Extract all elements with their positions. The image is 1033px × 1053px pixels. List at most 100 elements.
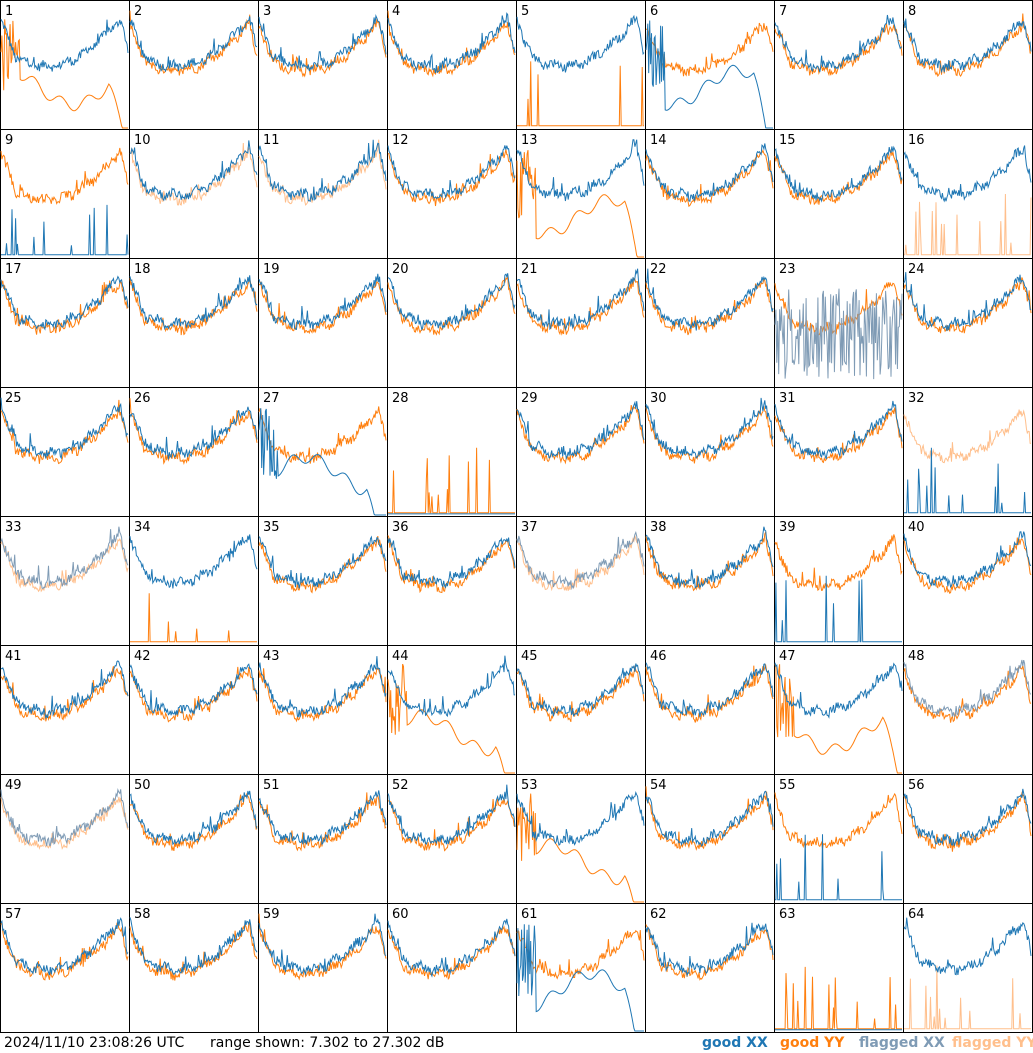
legend-flagged-yy: flagged YY <box>952 1035 1033 1051</box>
series-yy-line <box>258 913 387 981</box>
series-xx-line <box>0 18 129 72</box>
series-xx-line <box>774 575 902 643</box>
series-yy-line <box>387 663 515 774</box>
panel-label: 1 <box>5 4 13 19</box>
panel-frame <box>129 774 259 904</box>
panel-label: 58 <box>134 907 151 922</box>
series-xx-line <box>903 272 1032 332</box>
series-xx-line <box>387 273 516 332</box>
panel-frame <box>774 129 904 259</box>
tile-panel: 9 <box>0 129 130 259</box>
tile-panel: 47 <box>774 645 904 775</box>
tile-panel: 35 <box>258 516 388 646</box>
panel-label: 25 <box>5 391 22 406</box>
panel-label: 28 <box>392 391 409 406</box>
series-xx-line <box>774 662 903 719</box>
series-xx-line <box>387 655 516 718</box>
series-yy-line <box>258 406 387 464</box>
tile-panel: 39 <box>774 516 904 646</box>
series-xx-line <box>903 788 1032 846</box>
series-xx-line <box>258 408 386 516</box>
tile-panel: 11 <box>258 129 388 259</box>
series-xx-line <box>645 662 774 717</box>
series-xx-line <box>0 917 129 976</box>
panel-label: 52 <box>392 778 409 793</box>
series-yy-line <box>129 921 258 981</box>
series-yy-line <box>516 149 644 258</box>
panel-label: 49 <box>5 778 22 793</box>
series-xx-line <box>387 145 516 200</box>
tile-panel: 33 <box>0 516 130 646</box>
tile-panel: 48 <box>903 645 1033 775</box>
panel-label: 46 <box>650 649 667 664</box>
series-xx-line <box>258 13 387 72</box>
series-xx-line <box>1 204 129 256</box>
panel-label: 18 <box>134 262 151 277</box>
tile-panel: 18 <box>129 258 259 388</box>
panel-label: 44 <box>392 649 409 664</box>
tile-panel: 25 <box>0 387 130 517</box>
panel-label: 62 <box>650 907 667 922</box>
series-yy-line <box>129 398 258 466</box>
tile-panel: 27 <box>258 387 388 517</box>
panel-label: 36 <box>392 520 409 535</box>
series-xx-line <box>903 18 1032 74</box>
panel-label: 2 <box>134 4 142 19</box>
series-xx-line <box>258 913 387 976</box>
tile-panel: 29 <box>516 387 646 517</box>
panel-label: 53 <box>521 778 538 793</box>
series-xx-line <box>645 526 774 589</box>
tile-panel: 64 <box>903 903 1033 1033</box>
series-yy-line <box>774 534 903 592</box>
series-xx-line <box>258 273 387 331</box>
panel-label: 64 <box>908 907 925 922</box>
tile-panel: 28 <box>387 387 517 517</box>
tile-panel: 12 <box>387 129 517 259</box>
series-yy-line <box>516 277 645 336</box>
tile-panel: 22 <box>645 258 775 388</box>
panel-frame <box>387 387 517 517</box>
legend-flagged-xx: flagged XX <box>859 1035 945 1051</box>
panel-label: 29 <box>521 391 538 406</box>
panel-label: 14 <box>650 133 667 148</box>
series-yy-line <box>258 792 387 852</box>
panel-label: 41 <box>5 649 22 664</box>
panel-frame <box>645 387 775 517</box>
series-xx-line <box>129 406 258 460</box>
series-xx-line <box>129 534 258 589</box>
series-yy-line <box>516 535 645 592</box>
panel-label: 6 <box>650 4 658 19</box>
tile-panel: 15 <box>774 129 904 259</box>
tile-panel: 34 <box>129 516 259 646</box>
legend-good-yy: good YY <box>780 1035 845 1051</box>
tile-panel: 53 <box>516 774 646 904</box>
series-yy-line <box>387 276 516 336</box>
tile-panel: 42 <box>129 645 259 775</box>
series-yy-line <box>0 147 129 205</box>
panel-label: 42 <box>134 649 151 664</box>
panel-label: 11 <box>263 133 280 148</box>
series-yy-line <box>387 797 516 852</box>
panel-label: 21 <box>521 262 538 277</box>
series-xx-line <box>645 143 774 203</box>
tile-panel: 50 <box>129 774 259 904</box>
series-yy-line <box>258 535 387 594</box>
panel-label: 22 <box>650 262 667 277</box>
panel-label: 34 <box>134 520 151 535</box>
series-xx-line <box>903 145 1032 203</box>
tile-panel: 17 <box>0 258 130 388</box>
series-xx-line <box>645 397 774 459</box>
panel-label: 20 <box>392 262 409 277</box>
tile-panel: 24 <box>903 258 1033 388</box>
series-xx-line <box>129 16 258 73</box>
series-xx-line <box>645 20 773 129</box>
series-yy-line <box>645 22 774 77</box>
tile-panel: 62 <box>645 903 775 1033</box>
series-yy-line <box>775 966 902 1030</box>
panel-label: 33 <box>5 520 22 535</box>
tile-panel: 44 <box>387 645 517 775</box>
panel-frame <box>774 516 904 646</box>
tile-panel: 58 <box>129 903 259 1033</box>
panel-label: 54 <box>650 778 667 793</box>
